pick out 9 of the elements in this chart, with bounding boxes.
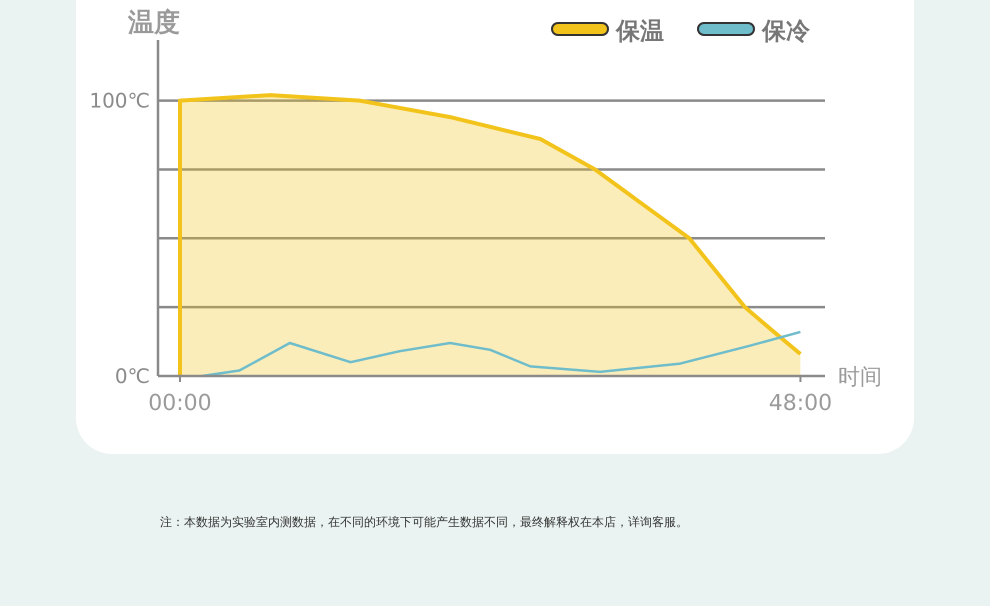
y-tick-label: 100℃ <box>89 88 150 113</box>
y-axis-title: 温度 <box>127 8 180 38</box>
y-tick-label: 0℃ <box>114 364 150 388</box>
x-axis-title: 时间 <box>838 365 882 390</box>
legend-label: 保温 <box>615 17 664 45</box>
legend-label: 保冷 <box>761 17 811 45</box>
text: 注：本数据为实验室内测数据，在不同的环境下可能产生数据不同，最终解释权在本店，详询客服。 <box>160 515 688 529</box>
x-tick-label: 00:00 <box>148 391 212 416</box>
x-tick-label: 48:00 <box>768 391 832 416</box>
